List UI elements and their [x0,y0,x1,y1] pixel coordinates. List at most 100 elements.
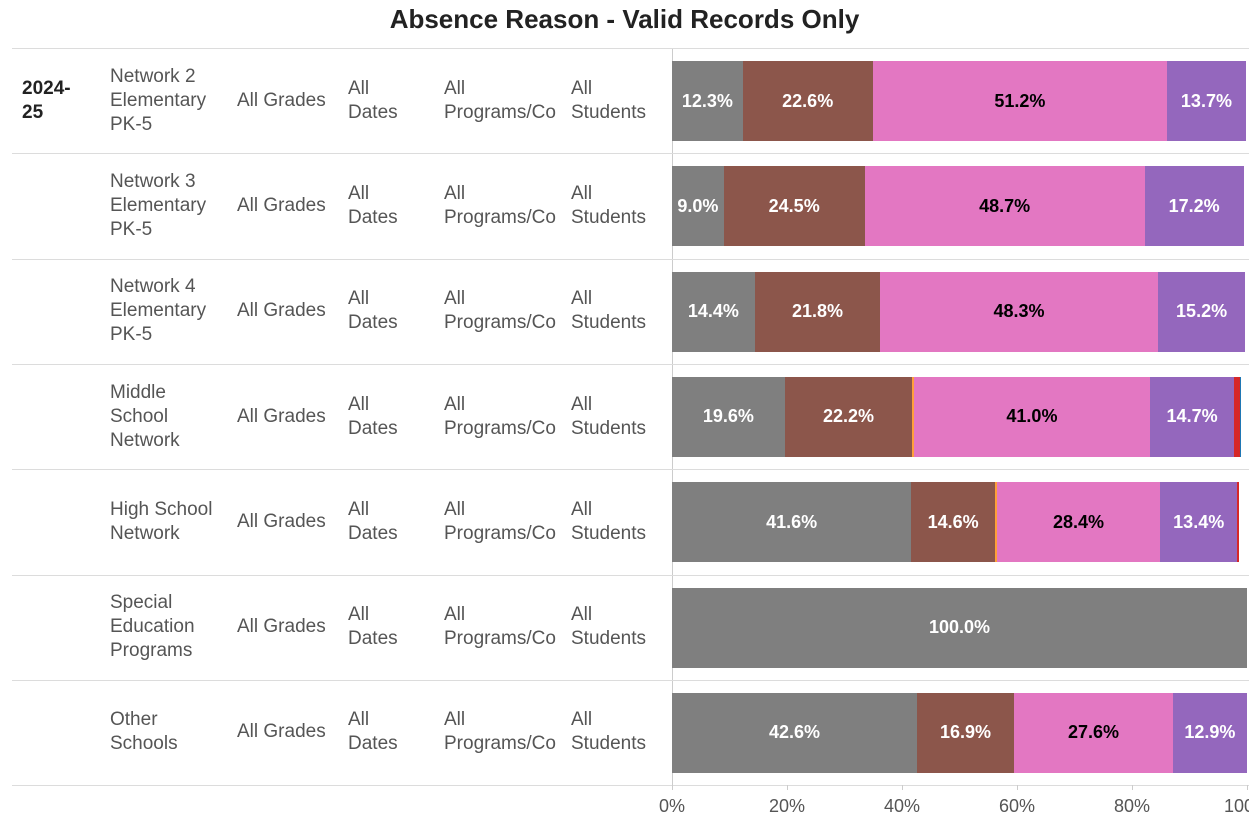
row-divider [12,679,1249,681]
dates-label-text: All Dates [348,604,398,650]
category-label: High School Network [110,469,224,574]
row-divider [12,469,1249,471]
x-tick-label: 100% [1223,796,1249,816]
grade-label: All Grades [237,469,345,574]
category-label-text: Network 4 Elementary PK-5 [110,276,207,346]
category-label: Network 3 Elementary PK-5 [110,153,224,258]
students-label-text: All Students [571,393,646,439]
category-label-text: Network 2 Elementary PK-5 [110,65,207,135]
bar-segment [995,482,997,563]
dates-label: All Dates [348,48,410,153]
students-label-text: All Students [571,182,646,228]
data-label: 14.6% [927,511,979,532]
dates-label: All Dates [348,469,410,574]
year-text: 2024-25 [22,77,71,123]
category-label-text: High School Network [110,498,213,544]
data-label: 12.3% [681,90,733,111]
programs-label-text: All Programs/Co [444,498,556,544]
students-label-text: All Students [571,288,646,334]
bar-segment: 41.0% [914,376,1150,457]
bar-segment [1239,376,1241,457]
data-label: 17.2% [1168,195,1220,216]
row-divider [12,258,1249,260]
row-divider [12,153,1249,155]
programs-label-text: All Programs/Co [444,604,556,650]
data-label: 41.0% [1006,406,1058,427]
category-label-text: Middle School Network [110,381,180,451]
bar-segment: 22.6% [742,61,873,141]
students-label: All Students [571,575,657,680]
grade-label-text: All Grades [237,721,326,743]
grade-label-text: All Grades [237,300,326,322]
data-label: 27.6% [1067,722,1119,743]
grade-label: All Grades [237,153,345,258]
grade-label-text: All Grades [237,510,326,532]
programs-label: All Programs/Co [444,364,570,469]
dates-label-text: All Dates [348,498,398,544]
dates-label-text: All Dates [348,182,398,228]
x-tick-label: 40% [883,796,921,816]
tick-mark [902,785,903,790]
bar-segment: 22.2% [784,376,913,457]
bar-segment: 24.5% [723,166,865,247]
programs-label-text: All Programs/Co [444,709,556,755]
chart-title: Absence Reason - Valid Records Only [389,4,860,34]
students-label-text: All Students [571,709,646,755]
dates-label: All Dates [348,153,410,258]
programs-label: All Programs/Co [444,48,570,153]
bar-segment: 13.7% [1167,61,1246,141]
data-label: 48.7% [979,195,1031,216]
dates-label: All Dates [348,575,410,680]
dates-label: All Dates [348,259,410,364]
students-label-text: All Students [571,498,646,544]
data-label: 42.6% [768,722,820,743]
bar-segment: 14.6% [911,482,996,563]
x-tick-label: 20% [768,796,806,816]
students-label-text: All Students [571,604,646,650]
data-label: 14.7% [1166,406,1218,427]
row-divider [12,363,1249,365]
tick-mark [787,785,788,790]
students-label: All Students [571,259,657,364]
category-label: Special Education Programs [110,575,224,680]
data-label: 100.0% [928,617,991,637]
category-label-text: Network 3 Elementary PK-5 [110,170,207,240]
programs-label: All Programs/Co [444,153,570,258]
category-label-text: Other Schools [110,709,178,755]
bar-segment: 41.6% [672,482,912,563]
data-label: 16.9% [940,722,992,743]
data-label: 22.2% [822,406,875,427]
programs-label-text: All Programs/Co [444,288,556,334]
grade-label: All Grades [237,680,345,785]
students-label: All Students [571,469,657,574]
grade-label: All Grades [237,575,345,680]
bar-segment [1237,482,1239,563]
bar-segment: 12.9% [1172,692,1247,773]
bar-segment: 15.2% [1157,271,1246,352]
students-label: All Students [571,364,657,469]
dates-label-text: All Dates [348,288,398,334]
data-label: 22.6% [782,90,834,111]
bar-segment: 14.4% [672,271,755,352]
data-label: 13.7% [1180,90,1232,111]
grade-label: All Grades [237,259,345,364]
category-label-text: Special Education Programs [110,592,195,662]
data-label: 15.2% [1176,301,1228,322]
bar-segment: 21.8% [754,271,881,352]
dates-label-text: All Dates [348,709,398,755]
bar-segment: 16.9% [916,692,1015,773]
grade-label-text: All Grades [237,194,326,216]
bar-segment: 100.0% [672,587,1247,668]
data-label: 24.5% [768,195,820,216]
dates-label: All Dates [348,364,410,469]
programs-label: All Programs/Co [444,575,570,680]
bar-segment: 48.7% [864,166,1145,247]
students-label: All Students [571,153,657,258]
tick-mark [1132,785,1133,790]
data-label: 14.4% [687,301,739,322]
grade-label-text: All Grades [237,89,326,111]
data-label: 21.8% [791,301,843,322]
grade-label: All Grades [237,364,345,469]
students-label: All Students [571,680,657,785]
